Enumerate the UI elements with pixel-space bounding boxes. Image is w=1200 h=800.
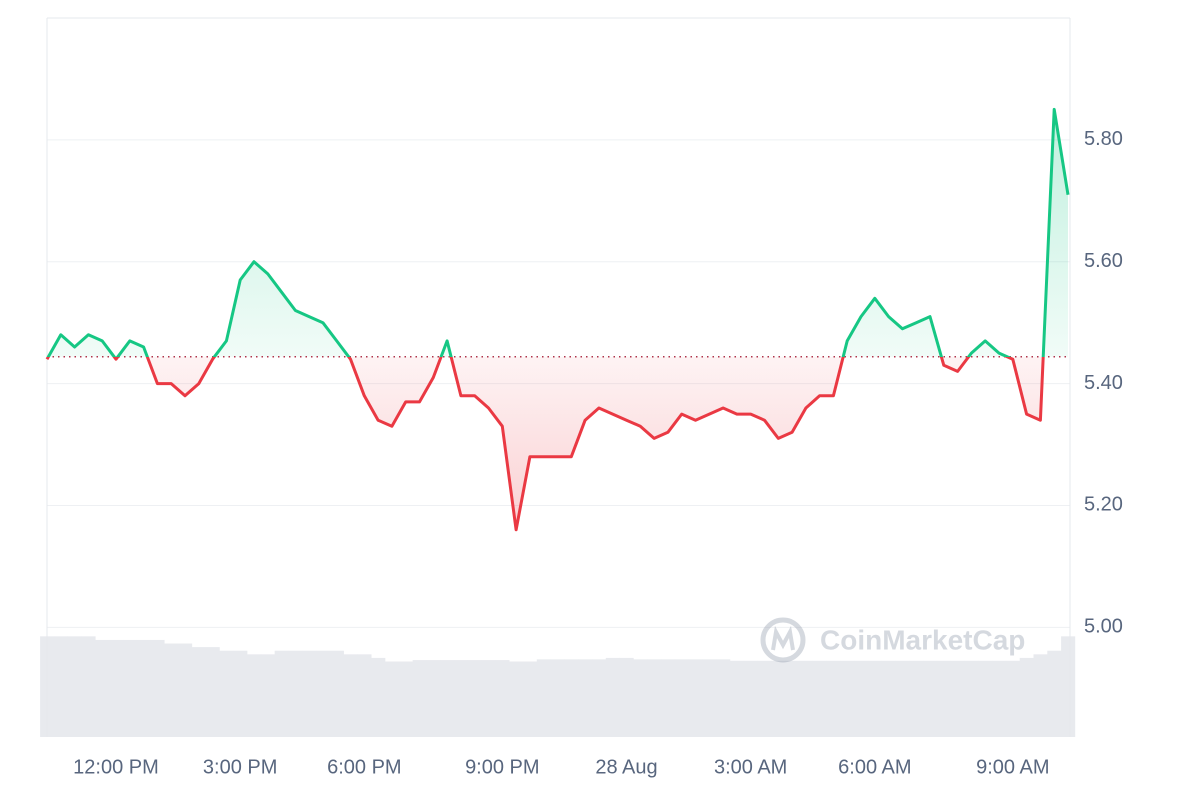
volume-bar — [702, 659, 717, 737]
volume-bar — [660, 659, 676, 737]
volume-bar — [633, 659, 648, 737]
volume-bar — [1005, 660, 1021, 737]
price-line — [45, 107, 1070, 532]
volume-bar — [1033, 654, 1048, 737]
volume-bar — [964, 660, 979, 737]
volume-bar — [1019, 657, 1034, 737]
volume-bar — [178, 643, 193, 737]
volume-bar — [743, 660, 758, 737]
volume-bar — [978, 660, 993, 737]
volume-bar — [67, 636, 82, 737]
volume-bar — [536, 659, 551, 737]
volume-bar — [550, 659, 565, 737]
volume-bar — [523, 661, 538, 737]
x-tick-label: 6:00 AM — [838, 756, 911, 778]
volume-bar — [467, 660, 482, 737]
volume-bar — [578, 659, 593, 737]
volume-bar — [1047, 650, 1062, 737]
volume-bar — [454, 660, 469, 737]
volume-bar — [812, 660, 827, 737]
x-tick-label: 28 Aug — [595, 756, 657, 778]
volume-bar — [122, 639, 137, 737]
x-tick-label: 9:00 AM — [976, 756, 1049, 778]
price-area — [47, 109, 1068, 530]
y-tick-label: 5.60 — [1084, 250, 1123, 272]
watermark: CoinMarketCap — [760, 617, 1025, 663]
volume-bar — [191, 647, 206, 737]
y-tick-label: 5.20 — [1084, 494, 1123, 516]
volume-bar — [302, 650, 317, 737]
grid-layer — [47, 139, 1070, 628]
volume-bar — [81, 636, 96, 737]
volume-bar — [316, 650, 331, 737]
volume-bar — [647, 659, 662, 737]
volume-bar — [385, 661, 400, 737]
watermark-logo — [760, 617, 806, 663]
volume-layer — [40, 636, 1076, 737]
volume-bar — [854, 660, 869, 737]
volume-bar — [729, 660, 745, 737]
volume-bar — [992, 660, 1007, 737]
volume-bar — [219, 650, 234, 737]
volume-bar — [826, 660, 841, 737]
volume-bar — [398, 661, 413, 737]
volume-bar — [260, 654, 275, 737]
x-tick-label: 6:00 PM — [327, 756, 401, 778]
volume-bar — [798, 660, 814, 737]
x-tick-label: 3:00 AM — [714, 756, 787, 778]
volume-bar — [757, 660, 772, 737]
y-tick-label: 5.80 — [1084, 128, 1123, 150]
volume-bar — [343, 654, 358, 737]
volume-bar — [881, 660, 896, 737]
volume-bar — [205, 647, 220, 737]
volume-bar — [619, 657, 634, 737]
volume-bar — [329, 650, 344, 737]
watermark-logo — [771, 625, 795, 651]
volume-bar — [53, 636, 68, 737]
volume-bar — [95, 639, 110, 737]
label-layer: 5.00 5.20 5.40 5.60 5.80 12:00 PM 3:00 PM 6:00 … — [73, 128, 1123, 778]
volume-bar — [840, 660, 855, 737]
y-tick-label: 5.00 — [1084, 616, 1123, 638]
volume-bar — [950, 660, 965, 737]
volume-bar — [440, 660, 455, 737]
volume-bar — [233, 650, 248, 737]
volume-bar — [109, 639, 124, 737]
volume-bar — [605, 657, 620, 737]
volume-bar — [716, 659, 731, 737]
volume-bar — [371, 657, 386, 737]
x-tick-label: 12:00 PM — [73, 756, 159, 778]
volume-bar — [936, 660, 952, 737]
x-tick-label: 9:00 PM — [465, 756, 539, 778]
volume-bar — [481, 660, 496, 737]
volume-bar — [288, 650, 303, 737]
volume-bar — [909, 660, 924, 737]
volume-bar — [688, 659, 703, 737]
volume-bar — [674, 659, 689, 737]
volume-bar — [923, 660, 938, 737]
x-tick-label: 3:00 PM — [203, 756, 277, 778]
volume-bar — [164, 643, 179, 737]
volume-bar — [357, 654, 372, 737]
plot-layer — [45, 107, 1070, 532]
volume-bar — [771, 660, 786, 737]
volume-bar — [247, 654, 262, 737]
volume-bar — [895, 660, 910, 737]
volume-bar — [426, 660, 441, 737]
watermark-text: CoinMarketCap — [820, 624, 1025, 655]
volume-bar — [509, 661, 524, 737]
volume-bar — [274, 650, 289, 737]
volume-bar — [785, 660, 800, 737]
volume-bar — [495, 660, 510, 737]
volume-bar — [867, 660, 883, 737]
volume-bar — [412, 660, 427, 737]
volume-bar — [136, 639, 151, 737]
volume-bar — [564, 659, 579, 737]
volume-bar — [1061, 636, 1076, 737]
volume-bar — [150, 639, 165, 737]
volume-bar — [591, 659, 607, 737]
y-tick-label: 5.40 — [1084, 372, 1123, 394]
